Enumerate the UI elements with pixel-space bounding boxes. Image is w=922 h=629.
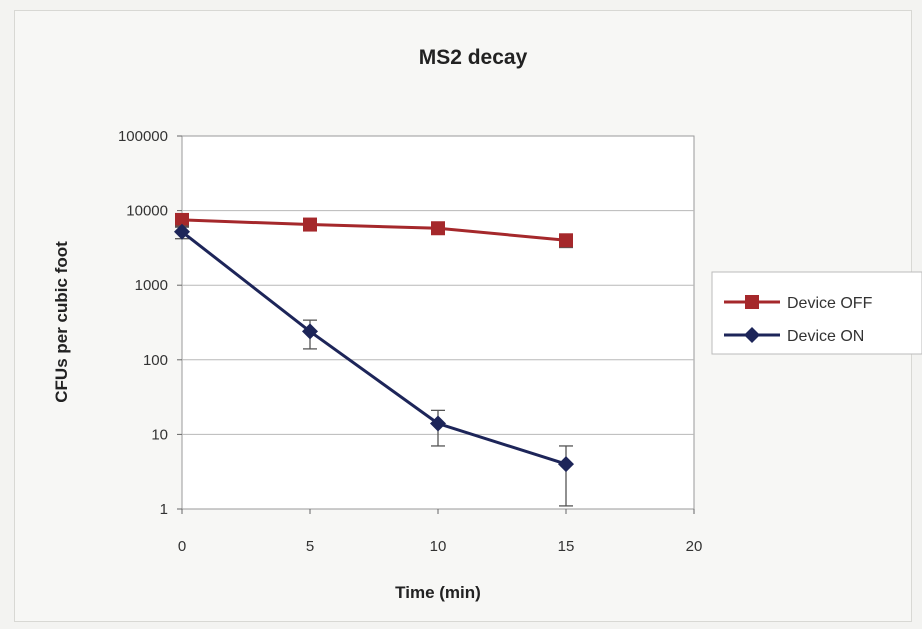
legend: Device OFF Device ON	[711, 271, 922, 355]
y-tick-label-1: 10	[151, 426, 168, 443]
series-0	[175, 212, 573, 249]
x-tick-label-1: 5	[306, 538, 314, 555]
legend-marker-0	[745, 295, 759, 309]
y-tick-label-0: 1	[160, 501, 168, 518]
y-tick-label-3: 1000	[135, 277, 168, 294]
x-tick-label-0: 0	[178, 538, 186, 555]
point-1-3	[558, 456, 574, 473]
legend-marker-1	[744, 327, 760, 343]
y-tick-label-5: 100000	[118, 128, 168, 145]
x-ticks: 0 5 10 15 20	[178, 509, 703, 555]
y-tick-label-4: 10000	[126, 203, 168, 220]
series-layer	[174, 212, 574, 507]
plot-area	[181, 135, 695, 510]
point-1-0	[174, 223, 190, 240]
legend-box	[711, 271, 922, 355]
legend-label-1: Device ON	[787, 328, 864, 345]
point-1-1	[302, 323, 318, 340]
x-axis-title: Time (min)	[395, 583, 481, 602]
series-line-0	[181, 218, 567, 242]
point-0-2	[431, 221, 445, 236]
point-0-0	[175, 212, 189, 227]
point-1-2	[430, 415, 446, 432]
y-ticks: 1 10 100 1000 10000 100000	[118, 128, 182, 518]
x-tick-label-3: 15	[558, 538, 575, 555]
series-line-1	[181, 230, 567, 466]
legend-label-0: Device OFF	[787, 295, 873, 312]
point-0-1	[303, 217, 317, 232]
point-0-3	[559, 233, 573, 248]
series-1	[174, 223, 574, 507]
x-tick-label-4: 20	[686, 538, 703, 555]
y-axis-title: CFUs per cubic foot	[52, 241, 71, 403]
y-tick-label-2: 100	[143, 352, 168, 369]
x-tick-label-2: 10	[430, 538, 447, 555]
chart-title: MS2 decay	[419, 46, 528, 69]
